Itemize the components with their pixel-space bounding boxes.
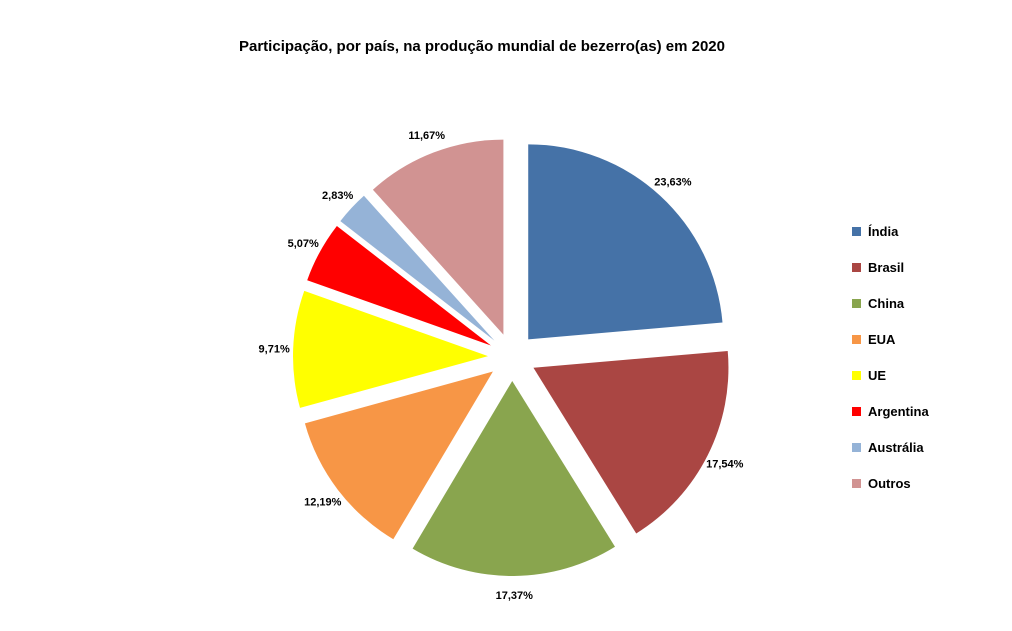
chart-title: Participação, por país, na produção mund…: [239, 38, 725, 55]
legend-label: Outros: [868, 475, 911, 491]
data-label-7: 11,67%: [408, 130, 445, 142]
legend-label: Argentina: [868, 403, 929, 419]
legend-label: Índia: [868, 223, 899, 239]
legend-swatch: [852, 370, 861, 380]
legend-item: Outros: [852, 465, 929, 501]
data-label-0: 23,63%: [654, 177, 692, 189]
chart-legend: Índia Brasil China EUA UE Argentina Austrália O…: [852, 213, 929, 501]
legend-swatch: [852, 262, 861, 272]
legend-swatch: [852, 478, 861, 488]
pie-slice-2: [412, 380, 615, 576]
pie-slice-1: [533, 350, 729, 534]
legend-item: EUA: [852, 321, 929, 357]
pie-slice-6: [340, 195, 495, 341]
legend-item: UE: [852, 357, 929, 393]
data-label-4: 9,71%: [259, 343, 290, 355]
legend-item: Brasil: [852, 249, 929, 285]
legend-label: EUA: [868, 331, 896, 347]
data-label-6: 2,83%: [322, 190, 353, 202]
pie-slice-0: [528, 144, 723, 340]
legend-label: China: [868, 295, 905, 311]
pie-slice-5: [307, 225, 491, 346]
legend-item: Austrália: [852, 429, 929, 465]
data-label-1: 17,54%: [706, 459, 744, 471]
legend-swatch: [852, 298, 861, 308]
legend-swatch: [852, 226, 861, 236]
legend-swatch: [852, 406, 861, 416]
legend-swatch: [852, 334, 861, 344]
legend-item: China: [852, 285, 929, 321]
legend-swatch: [852, 442, 861, 452]
legend-label: UE: [868, 367, 887, 383]
pie-slice-4: [293, 290, 489, 408]
legend-item: Índia: [852, 213, 929, 249]
pie-slice-7: [372, 139, 504, 335]
data-label-2: 17,37%: [496, 590, 534, 602]
legend-item: Argentina: [852, 393, 929, 429]
pie-slice-3: [304, 371, 493, 540]
legend-label: Austrália: [868, 439, 924, 455]
data-label-5: 5,07%: [288, 238, 319, 250]
legend-label: Brasil: [868, 259, 905, 275]
data-label-3: 12,19%: [304, 496, 342, 508]
